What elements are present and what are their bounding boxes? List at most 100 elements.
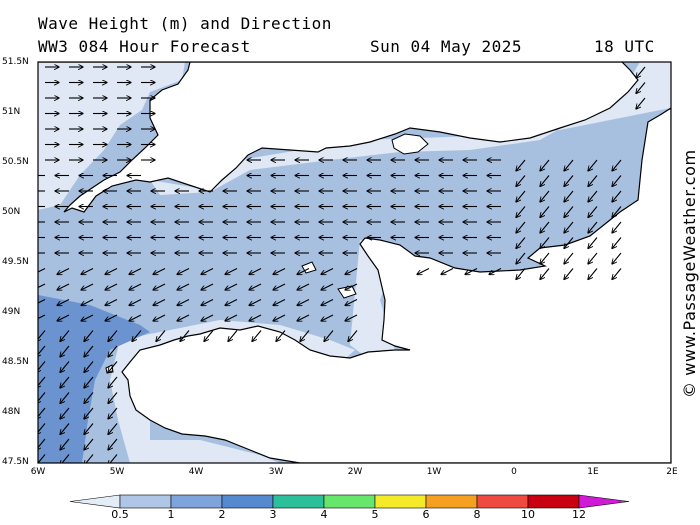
- colorbar-swatch: [374, 494, 427, 509]
- wave-arrow: [129, 314, 142, 321]
- wave-arrow: [540, 159, 550, 171]
- wave-arrow: [540, 175, 550, 187]
- colorbar-label: 5: [371, 508, 379, 521]
- wave-direction-arrows: [38, 66, 646, 463]
- wave-arrow: [273, 268, 286, 275]
- wave-arrow: [81, 299, 94, 306]
- wave-arrow: [588, 237, 598, 249]
- wave-arrow: [345, 314, 358, 321]
- wave-arrow: [564, 159, 574, 171]
- wave-arrow: [201, 314, 214, 321]
- wave-arrow: [81, 268, 94, 275]
- wave-arrow: [348, 330, 358, 342]
- wave-arrow: [276, 330, 286, 342]
- colorbar-label: 12: [572, 508, 586, 521]
- wave-arrow: [540, 252, 550, 264]
- wave-arrow: [540, 206, 550, 218]
- wave-arrow: [588, 175, 598, 187]
- wave-arrow: [249, 299, 262, 306]
- wave-arrow: [84, 438, 94, 450]
- colorbar-label: 0.5: [111, 508, 129, 521]
- wave-arrow: [564, 268, 574, 280]
- lat-label: 50N: [2, 207, 21, 217]
- wave-arrow: [612, 252, 622, 264]
- wave-arrow: [588, 221, 598, 233]
- wave-arrow: [612, 159, 622, 171]
- wave-arrow: [201, 299, 214, 306]
- wave-arrow: [38, 268, 46, 275]
- wave-arrow: [108, 392, 118, 404]
- wave-arrow: [564, 221, 574, 233]
- wave-arrow: [225, 268, 238, 275]
- wave-arrow: [84, 330, 94, 342]
- wave-arrow: [38, 283, 46, 290]
- wave-arrow: [38, 345, 46, 357]
- wave-arrow: [60, 438, 70, 450]
- lat-label: 50.5N: [2, 157, 29, 167]
- wave-arrow: [108, 454, 118, 463]
- wave-arrow: [60, 407, 70, 419]
- colorbar-label: 6: [422, 508, 430, 521]
- wave-arrow: [225, 299, 238, 306]
- wave-arrow: [516, 237, 526, 249]
- lon-label: 5W: [109, 467, 125, 477]
- wave-arrow: [564, 175, 574, 187]
- wave-arrow: [516, 175, 526, 187]
- wave-arrow: [129, 283, 142, 290]
- colorbar-swatch: [69, 494, 121, 509]
- forecast-date: Sun 04 May 2025: [370, 37, 522, 56]
- wave-arrow: [108, 423, 118, 435]
- wave-arrow: [38, 330, 46, 342]
- wave-arrow: [60, 345, 70, 357]
- dark-sea-zone: [38, 295, 150, 463]
- wave-arrow: [441, 268, 454, 275]
- wave-arrow: [84, 376, 94, 388]
- wave-arrow: [249, 314, 262, 321]
- wave-arrow: [132, 330, 142, 342]
- wave-arrow: [636, 97, 646, 109]
- wave-arrow: [588, 159, 598, 171]
- wave-arrow: [60, 330, 70, 342]
- wave-arrow: [108, 345, 118, 357]
- wave-arrow: [612, 190, 622, 202]
- wave-arrow: [516, 206, 526, 218]
- wave-arrow: [84, 361, 94, 373]
- wave-arrow: [345, 268, 358, 275]
- wave-arrow: [612, 175, 622, 187]
- wave-arrow: [84, 407, 94, 419]
- wave-arrow: [81, 314, 94, 321]
- wave-arrow: [153, 268, 166, 275]
- colorbar-label: 10: [521, 508, 535, 521]
- forecast-label: WW3 084 Hour Forecast: [38, 37, 251, 56]
- chart-title: Wave Height (m) and Direction: [38, 14, 332, 33]
- wave-arrow: [57, 283, 70, 290]
- forecast-time: 18 UTC: [594, 37, 655, 56]
- wave-arrow: [564, 252, 574, 264]
- lat-label: 47.5N: [2, 457, 29, 467]
- lat-label: 51N: [2, 107, 21, 117]
- wave-arrow: [84, 392, 94, 404]
- wave-arrow: [177, 268, 190, 275]
- lon-label: 6W: [30, 467, 46, 477]
- wave-arrow: [225, 314, 238, 321]
- wave-arrow: [153, 314, 166, 321]
- wave-arrow: [249, 283, 262, 290]
- colorbar-swatch: [578, 494, 630, 509]
- wave-arrow: [612, 221, 622, 233]
- wave-arrow: [84, 345, 94, 357]
- colorbar-swatch: [221, 494, 274, 509]
- wave-arrow: [201, 268, 214, 275]
- wave-arrow: [38, 454, 46, 463]
- wave-arrow: [636, 66, 646, 78]
- wave-arrow: [417, 268, 430, 275]
- wave-arrow: [180, 330, 190, 342]
- wave-arrow: [38, 423, 46, 435]
- wave-arrow: [60, 392, 70, 404]
- wave-arrow: [321, 268, 334, 275]
- wave-arrow: [564, 206, 574, 218]
- colorbar-swatch: [119, 494, 172, 509]
- lon-label: 3W: [268, 467, 284, 477]
- colorbar-label: 2: [218, 508, 226, 521]
- wave-arrow: [321, 314, 334, 321]
